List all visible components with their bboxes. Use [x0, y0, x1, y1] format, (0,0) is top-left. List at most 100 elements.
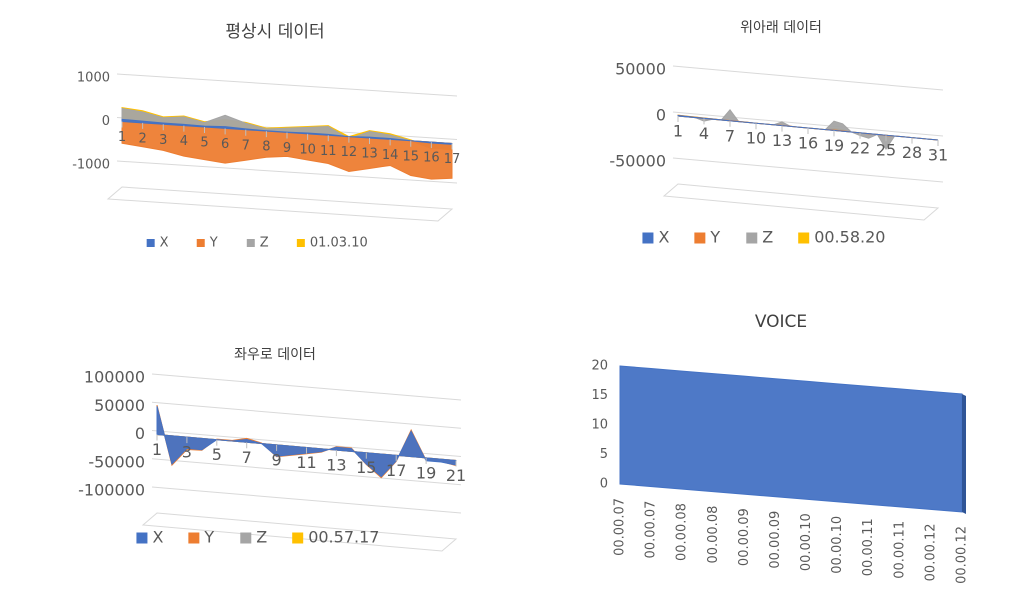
- grid-line: [672, 111, 944, 137]
- legend-swatch: [296, 239, 305, 247]
- x-tick-label: 21: [446, 466, 466, 485]
- x-tick-label: 3: [159, 133, 167, 148]
- x-tick-label: 22: [850, 138, 870, 157]
- x-tick-label: 19: [416, 463, 436, 482]
- x-tick-label: 00.00.11: [892, 521, 907, 579]
- x-tick-label: 4: [180, 134, 188, 149]
- x-tick-label: 9: [272, 450, 282, 469]
- x-tick-label: 16: [423, 151, 440, 166]
- x-tick-label: 00.00.12: [955, 526, 970, 584]
- area-edge: [962, 394, 966, 514]
- legend-swatch: [240, 532, 252, 544]
- grid-line: [116, 73, 458, 97]
- x-tick-label: 28: [902, 143, 922, 162]
- x-tick-label: 00.00.08: [675, 503, 690, 561]
- x-tick-label: 15: [402, 149, 419, 164]
- chart-title: 위아래 데이터: [740, 20, 822, 36]
- x-tick-label: 00.00.11: [861, 518, 876, 576]
- chart-title: 평상시 데이터: [225, 22, 324, 42]
- x-tick-label: 7: [725, 126, 735, 145]
- x-tick-label: 12: [341, 145, 358, 160]
- x-tick-label: 25: [876, 141, 896, 160]
- area: [156, 406, 457, 478]
- x-tick-label: 00.00.07: [644, 501, 659, 559]
- x-tick-label: 17: [444, 152, 461, 167]
- area: [121, 118, 453, 145]
- x-tick-label: 00.00.10: [799, 513, 814, 571]
- legend-swatch: [136, 532, 148, 544]
- grid-line: [151, 458, 462, 486]
- legend-label: 00.57.17: [308, 528, 379, 547]
- x-tick-label: 5: [212, 445, 222, 464]
- x-tick-label: 00.00.10: [830, 516, 845, 574]
- x-tick-label: 7: [242, 138, 250, 153]
- y-tick-label: 50000: [94, 396, 145, 415]
- legend-label: Z: [260, 236, 269, 251]
- y-tick-label: 0: [135, 424, 145, 443]
- x-tick-label: 16: [798, 134, 818, 153]
- legend-swatch: [196, 239, 205, 247]
- grid-line: [672, 157, 944, 183]
- y-tick-label: -50000: [609, 152, 666, 171]
- x-tick-label: 10: [746, 129, 766, 148]
- y-tick-label: 100000: [84, 368, 145, 387]
- y-tick-label: 5: [600, 447, 608, 462]
- area: [677, 114, 939, 141]
- floor: [106, 186, 454, 222]
- floor: [662, 183, 940, 221]
- y-tick-label: 20: [591, 359, 608, 374]
- area: [619, 365, 963, 513]
- legend-swatch: [642, 232, 654, 244]
- x-tick-label: 9: [283, 141, 291, 156]
- grid-line: [151, 486, 462, 514]
- x-tick-label: 1: [118, 130, 126, 145]
- y-tick-label: 0: [656, 106, 666, 125]
- floor: [141, 512, 458, 552]
- x-tick-label: 11: [296, 453, 316, 472]
- legend-swatch: [746, 232, 758, 244]
- legend-swatch: [188, 532, 200, 544]
- x-tick-label: 3: [182, 443, 192, 462]
- x-tick-label: 2: [138, 131, 146, 146]
- legend-swatch: [798, 232, 810, 244]
- x-tick-label: 00.00.12: [923, 523, 938, 581]
- x-tick-label: 1: [673, 122, 683, 141]
- x-tick-label: 13: [772, 131, 792, 150]
- legend-label: Z: [762, 228, 773, 247]
- y-tick-label: 10: [591, 418, 608, 433]
- x-tick-label: 00.00.09: [768, 511, 783, 569]
- legend-swatch: [246, 239, 255, 247]
- legend-label: Y: [203, 528, 214, 547]
- legend-label: 00.58.20: [814, 228, 885, 247]
- x-tick-label: 5: [200, 136, 208, 151]
- x-tick-label: 00.00.09: [737, 508, 752, 566]
- area: [121, 120, 453, 180]
- legend-label: X: [658, 228, 669, 247]
- legend-label: Y: [209, 236, 218, 251]
- legend-swatch: [146, 239, 155, 247]
- x-tick-label: 11: [320, 144, 337, 159]
- legend-swatch: [292, 532, 304, 544]
- x-tick-label: 14: [382, 148, 399, 163]
- x-tick-label: 7: [242, 448, 252, 467]
- x-tick-label: 00.00.08: [706, 506, 721, 564]
- grid-line: [672, 65, 944, 91]
- x-tick-label: 4: [699, 124, 709, 143]
- x-tick-label: 10: [299, 142, 316, 157]
- chart-title: 좌우로 데이터: [234, 347, 316, 363]
- legend-swatch: [694, 232, 706, 244]
- y-tick-label: -100000: [78, 481, 145, 500]
- y-tick-label: -1000: [72, 158, 110, 173]
- x-tick-label: 00.00.07: [613, 498, 628, 556]
- y-tick-label: 0: [600, 477, 608, 492]
- y-tick-label: 50000: [615, 60, 666, 79]
- x-tick-label: 8: [262, 140, 270, 155]
- y-tick-label: 0: [102, 114, 110, 129]
- x-tick-label: 15: [356, 458, 376, 477]
- y-tick-label: -50000: [88, 452, 145, 471]
- x-tick-label: 1: [152, 440, 162, 459]
- grid-line: [151, 401, 462, 429]
- legend-label: Y: [709, 228, 720, 247]
- legend-label: Z: [256, 528, 267, 547]
